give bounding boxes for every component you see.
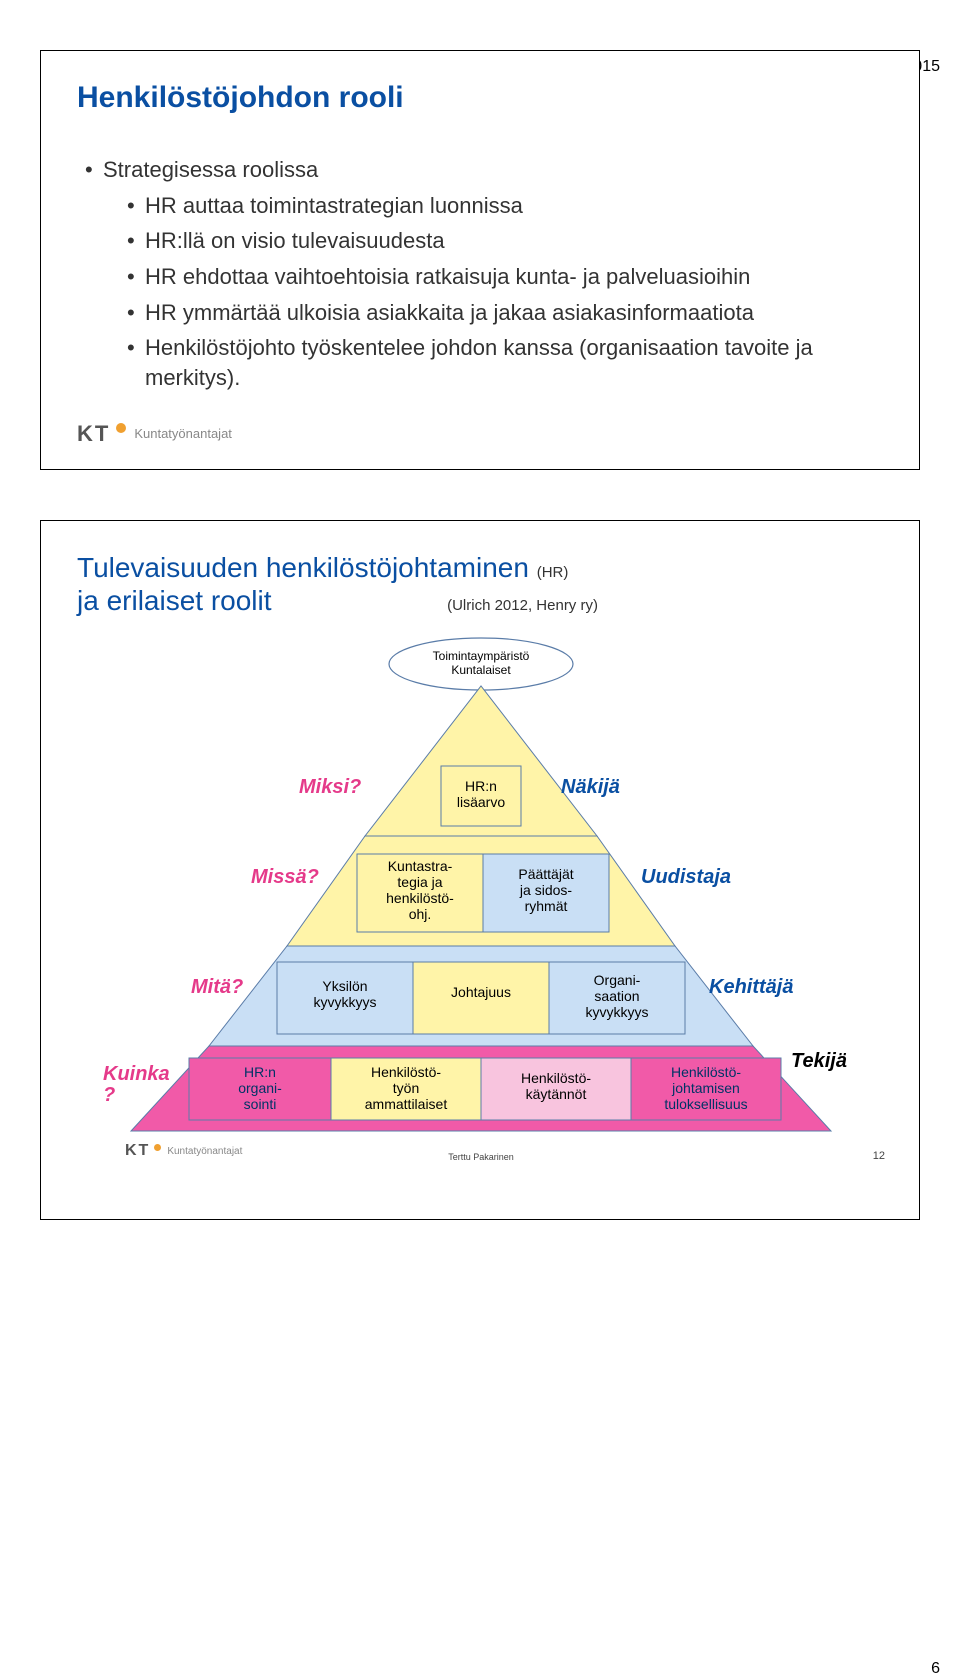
row2-cell1: Päättäjätja sidos-ryhmät xyxy=(483,866,609,914)
slide1-title: Henkilöstöjohdon rooli xyxy=(77,81,883,115)
row3-cell0: Yksilönkyvykkyys xyxy=(277,978,413,1010)
slide1-level1-text: Strategisessa roolissa xyxy=(103,157,318,182)
slide2-source: (Ulrich 2012, Henry ry) xyxy=(447,597,598,614)
row3-left: Mitä? xyxy=(191,976,243,999)
page-number: 6 xyxy=(931,1660,940,1678)
row4-right: Tekijä xyxy=(791,1050,847,1073)
row3-cell2: Organi-saationkyvykkyys xyxy=(549,972,685,1020)
footer-author: Terttu Pakarinen xyxy=(448,1152,514,1162)
row3-cell1: Johtajuus xyxy=(413,984,549,1000)
slide1-item-1: HR:llä on visio tulevaisuudesta xyxy=(127,226,883,256)
kt-mark: KT xyxy=(77,421,110,447)
slide1-item-2: HR ehdottaa vaihtoehtoisia ratkaisuja ku… xyxy=(127,262,883,292)
slide2-title-line2: ja erilaiset roolit xyxy=(77,585,272,616)
slide1-item-4: Henkilöstöjohto työskentelee johdon kans… xyxy=(127,333,883,392)
row4-cell2: Henkilöstö-käytännöt xyxy=(481,1070,631,1102)
row1-right: Näkijä xyxy=(561,776,620,799)
oval-line2: Kuntalaiset xyxy=(451,663,510,677)
kt-sub-2: Kuntatyönantajat xyxy=(167,1146,242,1157)
slide-1: Henkilöstöjohdon rooli Strategisessa roo… xyxy=(40,50,920,470)
kt-mark-2: KT xyxy=(125,1142,150,1160)
footer-page: 12 xyxy=(873,1150,885,1162)
slide2-title: Tulevaisuuden henkilöstöjohtaminen (HR) … xyxy=(77,551,883,618)
kt-dot-icon xyxy=(116,423,126,433)
slide2-title-line1: Tulevaisuuden henkilöstöjohtaminen xyxy=(77,552,529,583)
pyramid: Toimintaympäristö Kuntalaiset Miksi? HR:… xyxy=(41,626,921,1176)
slide1-item-3: HR ymmärtää ulkoisia asiakkaita ja jakaa… xyxy=(127,298,883,328)
row1-left: Miksi? xyxy=(299,776,361,799)
slide-2: Tulevaisuuden henkilöstöjohtaminen (HR) … xyxy=(40,520,920,1220)
row2-cell0: Kuntastra-tegia jahenkilöstö-ohj. xyxy=(357,858,483,922)
pyramid-oval: Toimintaympäristö Kuntalaiset xyxy=(401,650,561,678)
row2-left: Missä? xyxy=(251,866,319,889)
kt-logo-2: KT Kuntatyönantajat xyxy=(125,1142,242,1160)
slide1-level1: Strategisessa roolissa HR auttaa toimint… xyxy=(85,155,883,393)
row4-left: Kuinka? xyxy=(103,1064,170,1106)
row4-cell1: Henkilöstö-työnammattilaiset xyxy=(331,1064,481,1112)
slide1-item-0: HR auttaa toimintastrategian luonnissa xyxy=(127,191,883,221)
row4-cell0: HR:norgani-sointi xyxy=(189,1064,331,1112)
row1-cell0: HR:nlisäarvo xyxy=(441,778,521,810)
slide2-title-hr: (HR) xyxy=(537,564,569,581)
row4-cell3: Henkilöstö-johtamisentuloksellisuus xyxy=(631,1064,781,1112)
slide1-bullets: Strategisessa roolissa HR auttaa toimint… xyxy=(85,155,883,393)
oval-line1: Toimintaympäristö xyxy=(433,649,530,663)
row3-right: Kehittäjä xyxy=(709,976,793,999)
kt-sub: Kuntatyönantajat xyxy=(134,426,232,441)
kt-dot-icon-2 xyxy=(154,1144,161,1151)
row2-right: Uudistaja xyxy=(641,866,731,889)
kt-logo: KT Kuntatyönantajat xyxy=(77,421,232,447)
